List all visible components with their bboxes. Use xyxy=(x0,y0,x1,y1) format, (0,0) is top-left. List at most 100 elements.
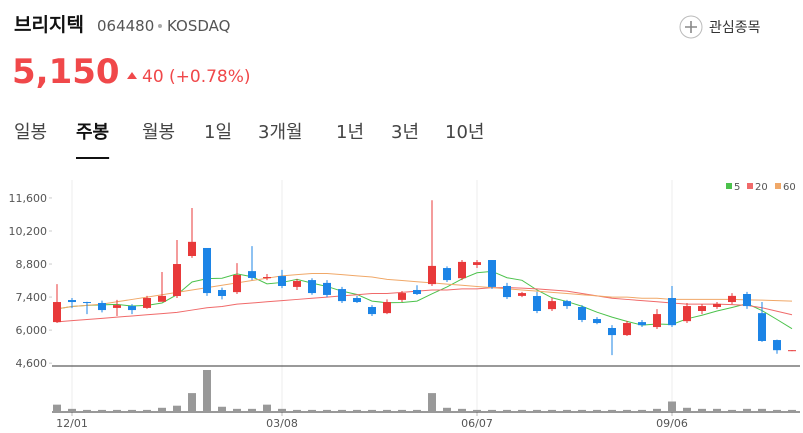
volume-bar xyxy=(323,409,331,412)
price: 5,150 xyxy=(12,52,120,92)
period-tab[interactable]: 주봉 xyxy=(76,122,109,143)
candle-body xyxy=(593,319,601,324)
candle-body xyxy=(233,275,241,293)
volume-bar xyxy=(218,406,226,412)
volume-bar xyxy=(458,408,466,412)
candle-body xyxy=(188,241,196,257)
y-tick-label: 11,600 xyxy=(9,192,48,205)
volume-bar xyxy=(473,409,481,412)
volume-bar xyxy=(428,393,436,412)
y-tick-label: 4,600 xyxy=(16,357,48,370)
candle-body xyxy=(383,302,391,314)
price-change: 40 xyxy=(142,67,164,87)
volume-bar xyxy=(608,409,616,412)
candle-body xyxy=(413,289,421,295)
candle-body xyxy=(113,305,121,308)
volume-bar xyxy=(788,409,796,412)
stock-code: 064480 xyxy=(97,17,154,35)
candle-body xyxy=(428,265,436,285)
volume-bar xyxy=(158,407,166,412)
candle-body xyxy=(488,260,496,287)
candle-body xyxy=(683,306,691,322)
candle-body xyxy=(263,277,271,279)
x-tick-label: 06/07 xyxy=(461,417,493,430)
volume-bar xyxy=(353,409,361,412)
candle-body xyxy=(368,306,376,315)
candle-body xyxy=(653,314,661,328)
candle-body xyxy=(203,247,211,294)
candle-body xyxy=(623,323,631,336)
candle-body xyxy=(248,271,256,278)
volume-bar xyxy=(143,409,151,412)
separator-dot xyxy=(158,24,162,28)
candle-body xyxy=(713,303,721,307)
candle-body xyxy=(638,322,646,326)
candle-body xyxy=(578,306,586,320)
candle-body xyxy=(473,262,481,265)
volume-bar xyxy=(53,404,61,412)
period-tab[interactable]: 3개월 xyxy=(258,122,303,143)
y-tick-label: 7,400 xyxy=(16,291,48,304)
volume-bar xyxy=(728,409,736,412)
volume-bar xyxy=(578,409,586,412)
candle-body xyxy=(608,327,616,336)
period-tab[interactable]: 3년 xyxy=(391,122,419,143)
watch-button[interactable]: 관심종목 xyxy=(679,15,761,39)
volume-bar xyxy=(593,409,601,412)
legend-label: 5 xyxy=(734,182,740,193)
volume-bar xyxy=(698,408,706,412)
legend-swatch xyxy=(747,183,753,189)
candle-body xyxy=(668,298,676,326)
plus-icon xyxy=(685,21,697,33)
candle-body xyxy=(53,302,61,323)
legend-label: 20 xyxy=(755,182,768,193)
volume-bar xyxy=(263,404,271,412)
volume-bar xyxy=(98,409,106,412)
volume-bar xyxy=(488,409,496,412)
candle-body xyxy=(563,301,571,307)
legend-label: 60 xyxy=(783,182,796,193)
candle-body xyxy=(158,295,166,302)
candle-body xyxy=(548,301,556,310)
period-tabs: 일봉 주봉 월봉 1일 3개월 1년 3년 10년 xyxy=(14,122,484,159)
volume-bar xyxy=(563,409,571,412)
period-tab[interactable]: 1년 xyxy=(336,122,364,143)
moving-average-line xyxy=(56,270,793,330)
period-tab[interactable]: 10년 xyxy=(445,122,484,143)
volume-bar xyxy=(68,408,76,412)
candle-body xyxy=(323,282,331,295)
volume-bar xyxy=(503,409,511,412)
volume-bar xyxy=(518,409,526,412)
candle-body xyxy=(278,276,286,286)
volume-bar xyxy=(173,405,181,412)
watch-label: 관심종목 xyxy=(709,20,761,36)
candle-body xyxy=(308,280,316,294)
candle-body xyxy=(518,293,526,296)
moving-average-line xyxy=(56,287,793,323)
period-tab[interactable]: 월봉 xyxy=(142,122,175,143)
x-tick-label: 09/06 xyxy=(656,417,688,430)
volume-bar xyxy=(683,407,691,412)
volume-bar xyxy=(128,409,136,412)
volume-bar xyxy=(383,409,391,412)
stock-name: 브리지텍 xyxy=(14,14,84,36)
period-tab[interactable]: 1일 xyxy=(204,122,232,143)
volume-bar xyxy=(548,409,556,412)
chart: 4,600 6,000 7,400 8,800 10,200 11,600 12/01 03/… xyxy=(9,180,800,430)
volume-bar xyxy=(713,408,721,412)
volume-bar xyxy=(653,408,661,412)
volume-bar xyxy=(668,401,676,412)
period-tab[interactable]: 일봉 xyxy=(14,122,47,143)
candle-body xyxy=(98,302,106,311)
candle-body xyxy=(503,285,511,298)
volume-bar xyxy=(83,409,91,412)
candle-body xyxy=(758,313,766,341)
volume-bar xyxy=(368,409,376,412)
volume-bar xyxy=(248,408,256,412)
up-arrow xyxy=(127,72,137,79)
volume-bar xyxy=(338,409,346,412)
volume-bar xyxy=(758,408,766,412)
volume-bar xyxy=(113,409,121,412)
volume-bar xyxy=(743,408,751,412)
